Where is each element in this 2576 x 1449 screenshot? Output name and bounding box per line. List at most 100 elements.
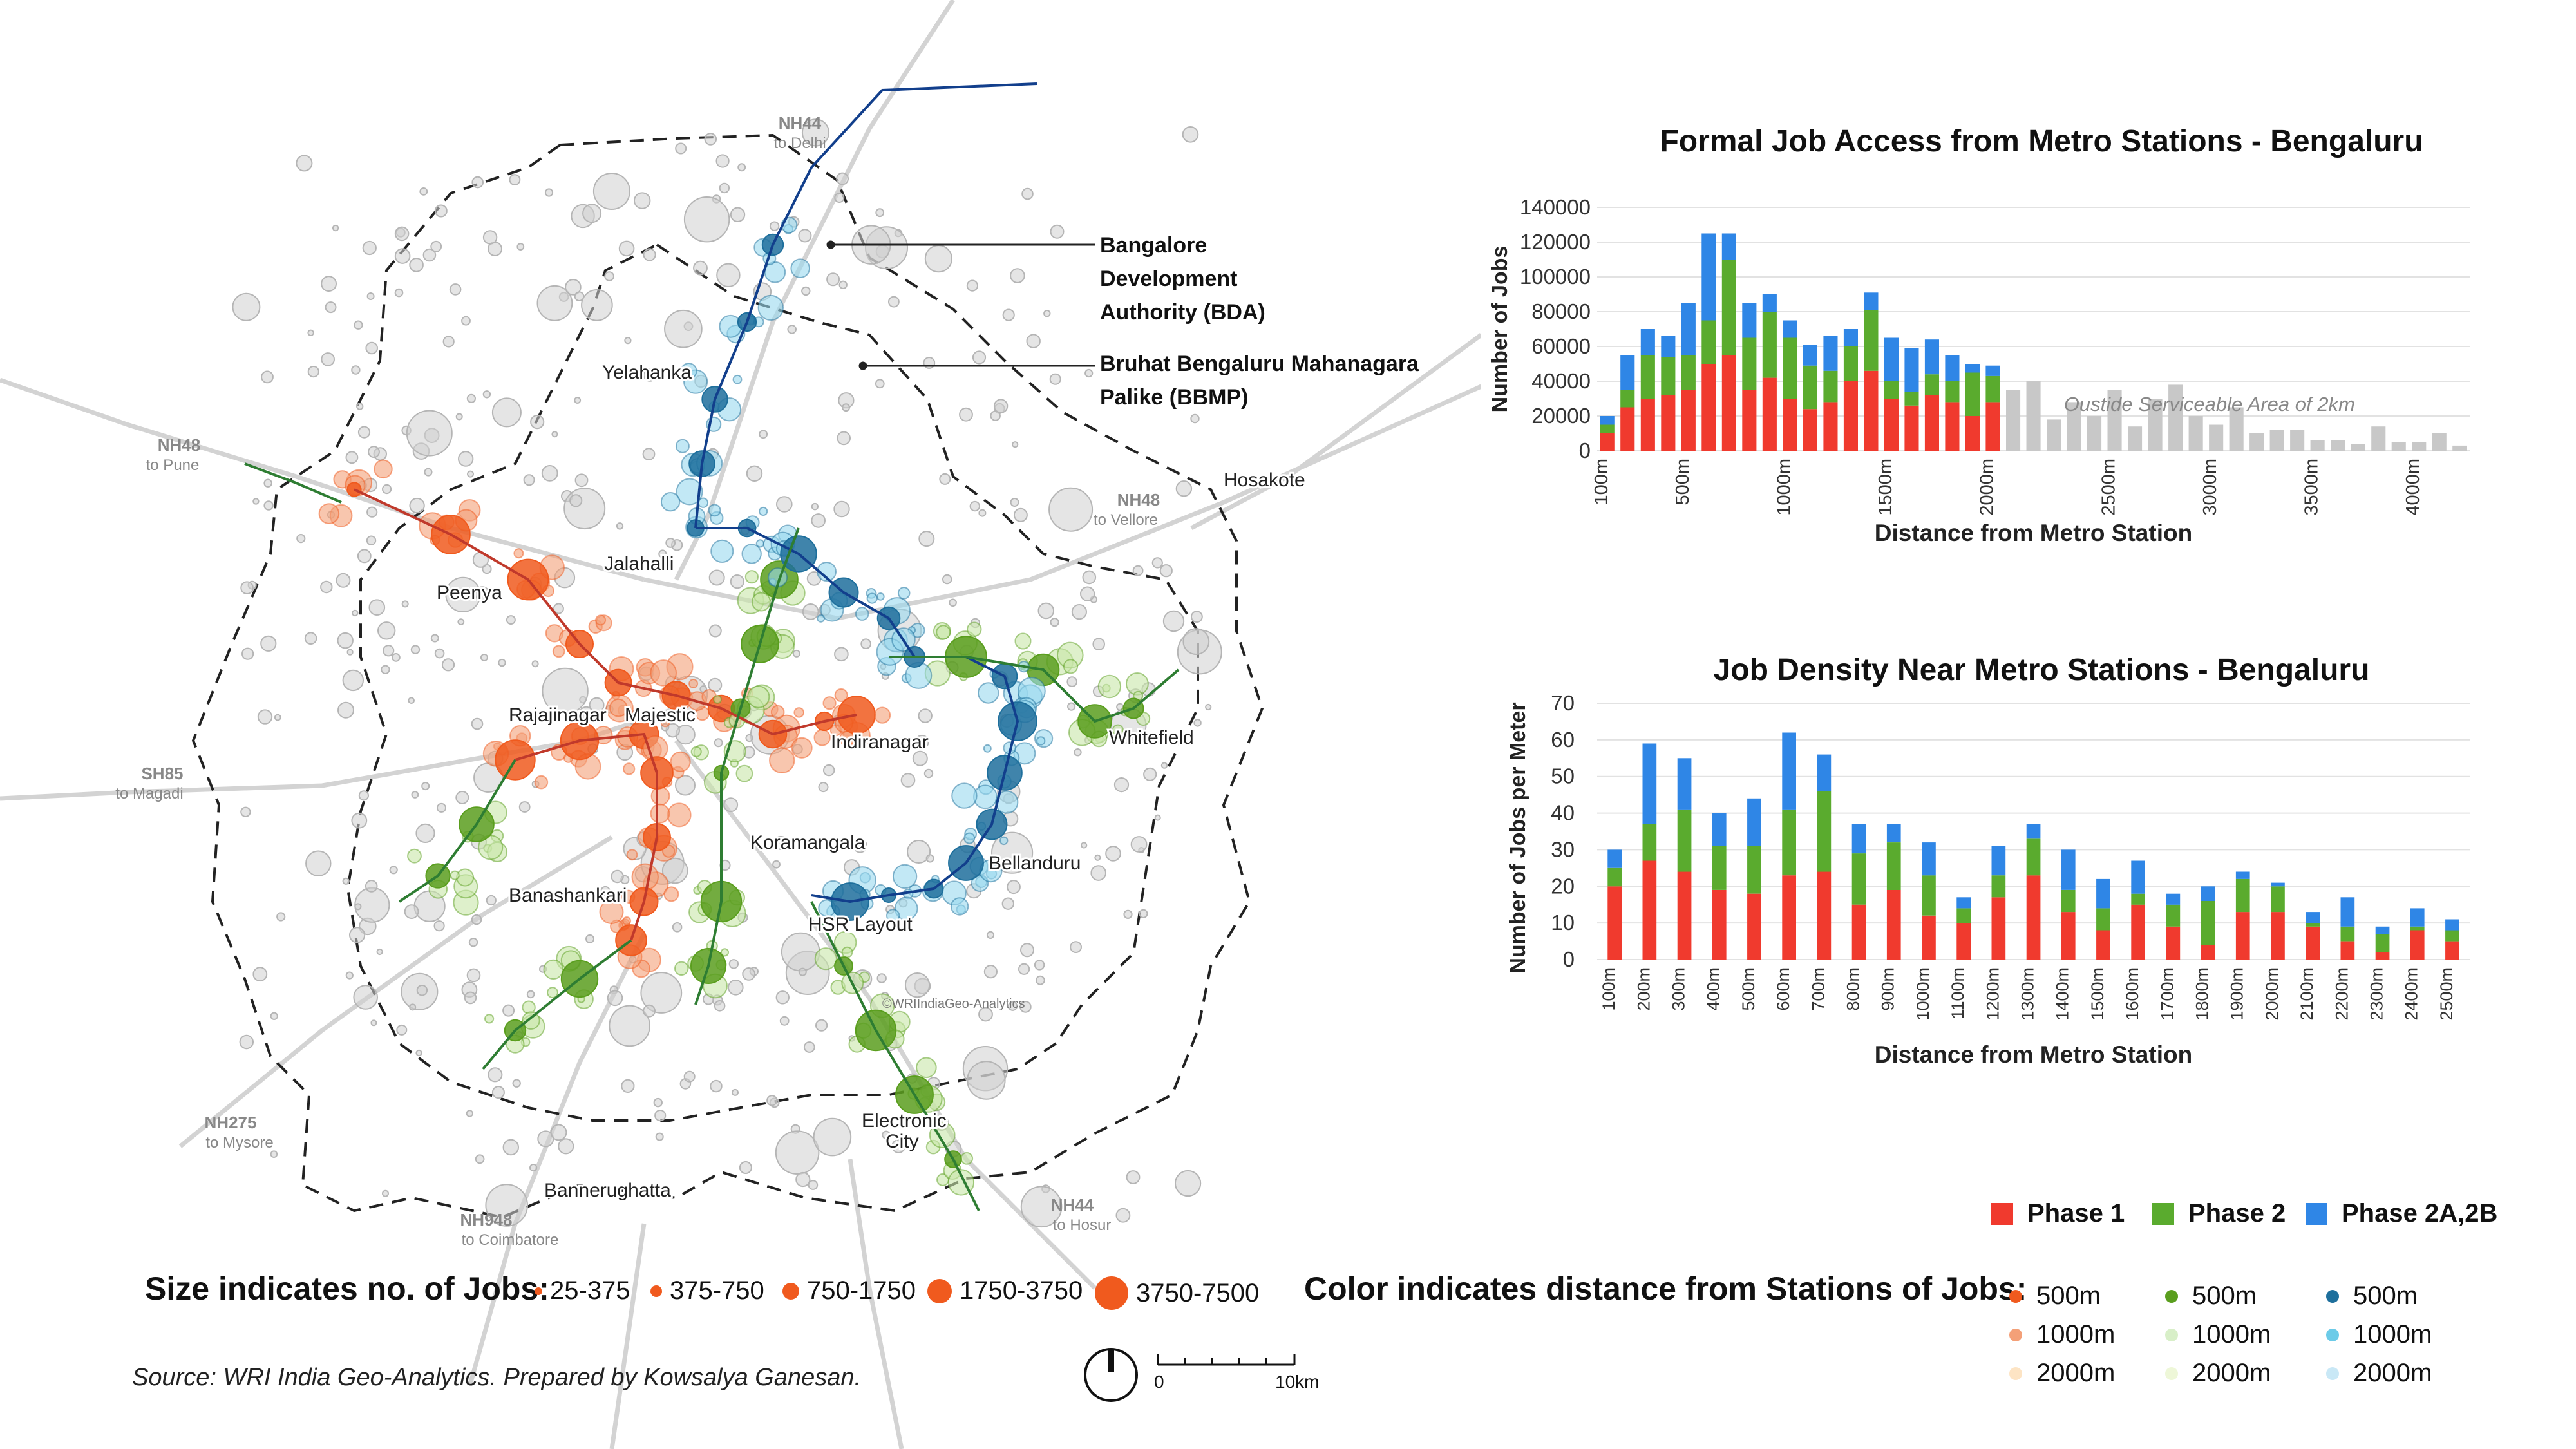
job-cluster-grey bbox=[578, 706, 594, 721]
job-cluster-grey bbox=[624, 337, 632, 345]
chart2-bar-segment bbox=[1922, 842, 1936, 876]
job-cluster-colored-light bbox=[817, 614, 825, 623]
chart2-bar-segment bbox=[2201, 945, 2215, 960]
size-legend-item-3: 750-1750 bbox=[782, 1276, 916, 1305]
color-legend-dot bbox=[2326, 1367, 2339, 1380]
job-cluster-grey bbox=[1070, 941, 1082, 953]
job-cluster-colored-light bbox=[863, 737, 875, 748]
job-cluster-grey bbox=[553, 603, 564, 614]
job-cluster-grey bbox=[1010, 268, 1025, 283]
job-cluster-grey bbox=[978, 1007, 993, 1022]
scale-start: 0 bbox=[1154, 1372, 1164, 1392]
chart1-xtick-label: 100m bbox=[1591, 459, 1612, 506]
place-jalahalli: Jalahalli bbox=[604, 553, 674, 574]
phase-legend-phase2ab: Phase 2A,2B bbox=[2306, 1199, 2497, 1228]
job-cluster-grey bbox=[1081, 842, 1088, 849]
phase-legend-phase1: Phase 1 bbox=[1991, 1199, 2125, 1228]
job-cluster-grey bbox=[1143, 767, 1157, 781]
chart2-bar-segment bbox=[1642, 860, 1657, 960]
chart2-xtick-label: 2500m bbox=[2437, 967, 2456, 1021]
job-cluster-grey bbox=[643, 1004, 656, 1018]
job-cluster-grey bbox=[823, 764, 835, 777]
job-cluster-colored-light bbox=[886, 909, 900, 923]
job-cluster-grey bbox=[1066, 676, 1077, 687]
size-legend-item-1: 25-375 bbox=[535, 1276, 630, 1305]
job-cluster-grey bbox=[383, 645, 395, 657]
chart2-bar-segment bbox=[1712, 890, 1727, 960]
job-cluster-colored-light bbox=[688, 679, 699, 688]
job-cluster-grey bbox=[307, 366, 319, 378]
job-cluster-colored-light bbox=[667, 802, 692, 828]
job-cluster-colored-light bbox=[708, 504, 721, 517]
place-bellanduru: Bellanduru bbox=[989, 853, 1081, 874]
size-label-4: 1750-3750 bbox=[960, 1276, 1083, 1305]
job-cluster-colored-light bbox=[963, 832, 976, 844]
job-cluster-grey bbox=[342, 669, 364, 692]
chart2-bar-segment bbox=[2235, 871, 2250, 879]
job-cluster-grey bbox=[759, 430, 768, 439]
job-cluster-grey bbox=[604, 271, 614, 281]
job-cluster-grey bbox=[672, 922, 683, 933]
chart1-bar-segment bbox=[1783, 399, 1797, 451]
job-cluster-colored-light bbox=[744, 570, 759, 584]
chart1-bar-segment bbox=[1803, 345, 1817, 366]
job-cluster-grey bbox=[467, 470, 474, 478]
job-cluster-grey bbox=[1162, 610, 1185, 632]
job-cluster-grey bbox=[1160, 762, 1168, 769]
job-cluster-grey bbox=[803, 1041, 815, 1053]
color-legend-dot bbox=[2165, 1289, 2178, 1303]
job-cluster-grey bbox=[732, 1088, 739, 1096]
chart1-outside-bar bbox=[2432, 433, 2447, 451]
chart2-bar-segment bbox=[2340, 926, 2355, 942]
place-whitefield: Whitefield bbox=[1109, 727, 1194, 748]
place-rajajinagar: Rajajinagar bbox=[509, 705, 607, 726]
road-nh44-north-sub: to Delhi bbox=[773, 135, 826, 152]
chart2-bar-segment bbox=[1886, 824, 1901, 842]
chart1-outside-bar bbox=[2229, 407, 2244, 451]
job-cluster-colored-light bbox=[897, 587, 911, 600]
road-nh275-sub: to Mysore bbox=[205, 1134, 273, 1151]
job-cluster-grey bbox=[1151, 557, 1163, 569]
job-cluster-grey bbox=[972, 350, 987, 365]
job-cluster-grey bbox=[918, 531, 935, 547]
road-nh48-east: NH48 bbox=[1117, 490, 1160, 509]
job-cluster-colored-light bbox=[663, 886, 679, 902]
job-cluster-grey bbox=[471, 914, 482, 925]
job-cluster-grey bbox=[653, 1097, 663, 1108]
chart2-xtick-label: 1700m bbox=[2157, 967, 2177, 1021]
job-cluster-grey bbox=[907, 840, 931, 864]
chart2-bar-segment bbox=[1922, 875, 1936, 916]
job-cluster-colored-light bbox=[623, 762, 636, 775]
job-cluster-grey bbox=[775, 990, 790, 1005]
job-cluster-grey bbox=[772, 860, 781, 869]
job-cluster-grey bbox=[468, 938, 478, 947]
chart1-bar-segment bbox=[1661, 357, 1676, 395]
place-koramangala: Koramangala bbox=[750, 832, 866, 853]
job-cluster-grey bbox=[710, 1079, 723, 1093]
color-legend-item: 1000m bbox=[2165, 1320, 2271, 1349]
chart2-bar-segment bbox=[2340, 941, 2355, 960]
chart1-bar-segment bbox=[1762, 377, 1777, 451]
chart2-bar-segment bbox=[2375, 952, 2390, 960]
job-cluster-grey bbox=[643, 368, 657, 382]
job-cluster-colored-light bbox=[650, 659, 677, 687]
chart2-xtick-label: 1800m bbox=[2193, 967, 2212, 1021]
chart1-bar-segment bbox=[1762, 294, 1777, 312]
chart1-bar-segment bbox=[1762, 312, 1777, 378]
job-cluster-grey bbox=[419, 187, 428, 196]
job-cluster-grey bbox=[252, 498, 260, 505]
chart2-bar-segment bbox=[2445, 930, 2459, 942]
chart1-outside-bar bbox=[2087, 416, 2102, 451]
job-cluster-grey bbox=[1018, 963, 1030, 975]
chart1-bar-segment bbox=[1701, 364, 1716, 451]
job-cluster-grey bbox=[875, 208, 885, 218]
chart1-bar-segment bbox=[1904, 405, 1919, 451]
job-cluster-grey bbox=[1154, 814, 1161, 821]
phase2-label: Phase 2 bbox=[2188, 1199, 2286, 1227]
chart1-bar-segment bbox=[1742, 337, 1757, 390]
job-cluster-grey bbox=[746, 465, 763, 482]
job-cluster-colored-light bbox=[983, 744, 992, 753]
job-cluster-grey bbox=[966, 279, 979, 292]
job-cluster-grey bbox=[336, 573, 351, 588]
chart2-bar-segment bbox=[1642, 743, 1657, 824]
